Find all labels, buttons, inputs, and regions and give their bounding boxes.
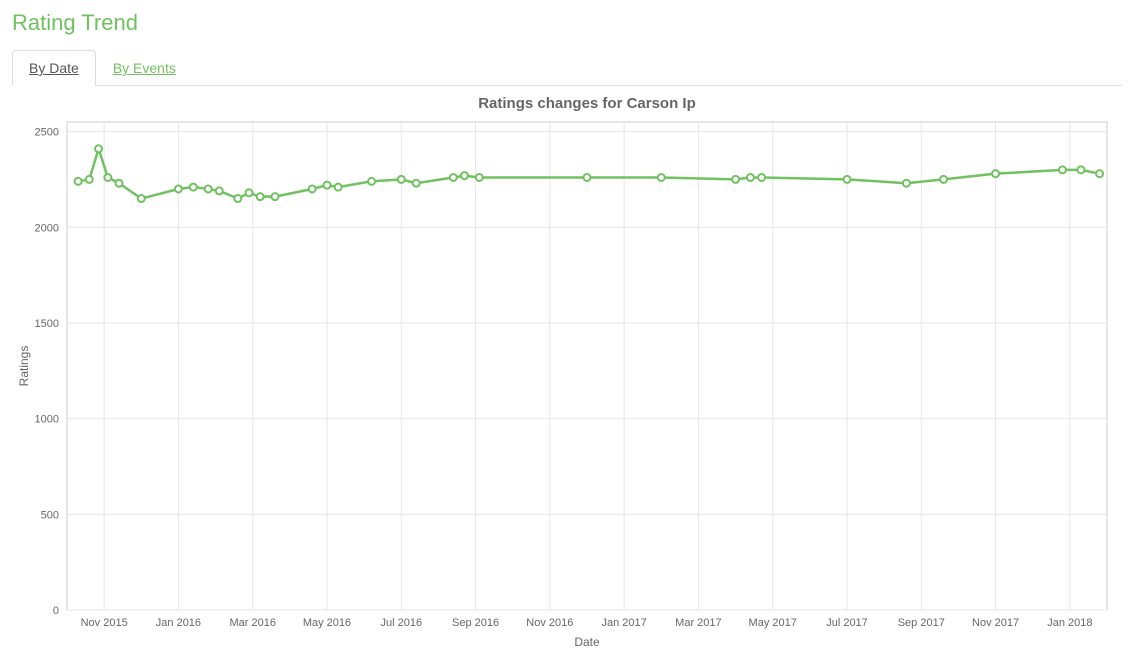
data-point[interactable] <box>903 180 910 187</box>
data-point[interactable] <box>116 180 123 187</box>
data-point[interactable] <box>584 174 591 181</box>
tab-by-events[interactable]: By Events <box>96 50 193 86</box>
data-point[interactable] <box>413 180 420 187</box>
data-point[interactable] <box>190 184 197 191</box>
x-tick-label: Nov 2016 <box>526 617 573 629</box>
y-axis-label: Ratings <box>17 346 31 387</box>
data-point[interactable] <box>95 145 102 152</box>
tabs: By Date By Events <box>12 50 1122 86</box>
data-point[interactable] <box>461 172 468 179</box>
x-axis-label: Date <box>574 635 600 648</box>
data-point[interactable] <box>309 185 316 192</box>
x-tick-label: Sep 2017 <box>898 617 945 629</box>
x-tick-label: Jan 2018 <box>1047 617 1092 629</box>
x-tick-label: Mar 2017 <box>675 617 721 629</box>
data-point[interactable] <box>747 174 754 181</box>
y-tick-label: 1500 <box>35 318 59 330</box>
data-point[interactable] <box>398 176 405 183</box>
data-point[interactable] <box>324 182 331 189</box>
y-tick-label: 0 <box>53 605 59 617</box>
y-tick-label: 2500 <box>35 127 59 139</box>
plot-border <box>67 122 1107 610</box>
data-point[interactable] <box>104 174 111 181</box>
x-tick-label: Jan 2016 <box>156 617 201 629</box>
data-point[interactable] <box>138 195 145 202</box>
data-point[interactable] <box>658 174 665 181</box>
x-tick-label: Sep 2016 <box>452 617 499 629</box>
data-point[interactable] <box>335 184 342 191</box>
data-point[interactable] <box>732 176 739 183</box>
y-tick-label: 1000 <box>35 414 59 426</box>
data-point[interactable] <box>216 187 223 194</box>
data-point[interactable] <box>758 174 765 181</box>
data-point[interactable] <box>992 170 999 177</box>
data-point[interactable] <box>205 185 212 192</box>
data-point[interactable] <box>246 189 253 196</box>
data-point[interactable] <box>1059 166 1066 173</box>
chart-area: Ratings changes for Carson Ip 0 500 1000 150… <box>12 92 1122 648</box>
x-tick-label: Jan 2017 <box>602 617 647 629</box>
tab-by-date[interactable]: By Date <box>12 50 96 86</box>
data-point[interactable] <box>368 178 375 185</box>
chart-title: Ratings changes for Carson Ip <box>478 95 696 112</box>
data-point[interactable] <box>1078 166 1085 173</box>
section-title: Rating Trend <box>12 10 1122 36</box>
data-point[interactable] <box>257 193 264 200</box>
x-tick-label: May 2017 <box>749 617 797 629</box>
x-tick-label: Mar 2016 <box>229 617 275 629</box>
y-tick-label: 500 <box>41 509 59 521</box>
data-point[interactable] <box>272 193 279 200</box>
x-tick-label: May 2016 <box>303 617 351 629</box>
data-point[interactable] <box>1096 170 1103 177</box>
x-tick-label: Nov 2017 <box>972 617 1019 629</box>
data-point[interactable] <box>450 174 457 181</box>
data-point[interactable] <box>86 176 93 183</box>
data-point[interactable] <box>940 176 947 183</box>
x-tick-label: Nov 2015 <box>81 617 128 629</box>
data-point[interactable] <box>75 178 82 185</box>
x-tick-label: Jul 2016 <box>380 617 422 629</box>
data-point[interactable] <box>234 195 241 202</box>
y-tick-label: 2000 <box>35 222 59 234</box>
data-point[interactable] <box>175 185 182 192</box>
data-point[interactable] <box>476 174 483 181</box>
data-point[interactable] <box>844 176 851 183</box>
x-tick-label: Jul 2017 <box>826 617 868 629</box>
ratings-chart: Ratings changes for Carson Ip 0 500 1000 150… <box>12 92 1120 648</box>
